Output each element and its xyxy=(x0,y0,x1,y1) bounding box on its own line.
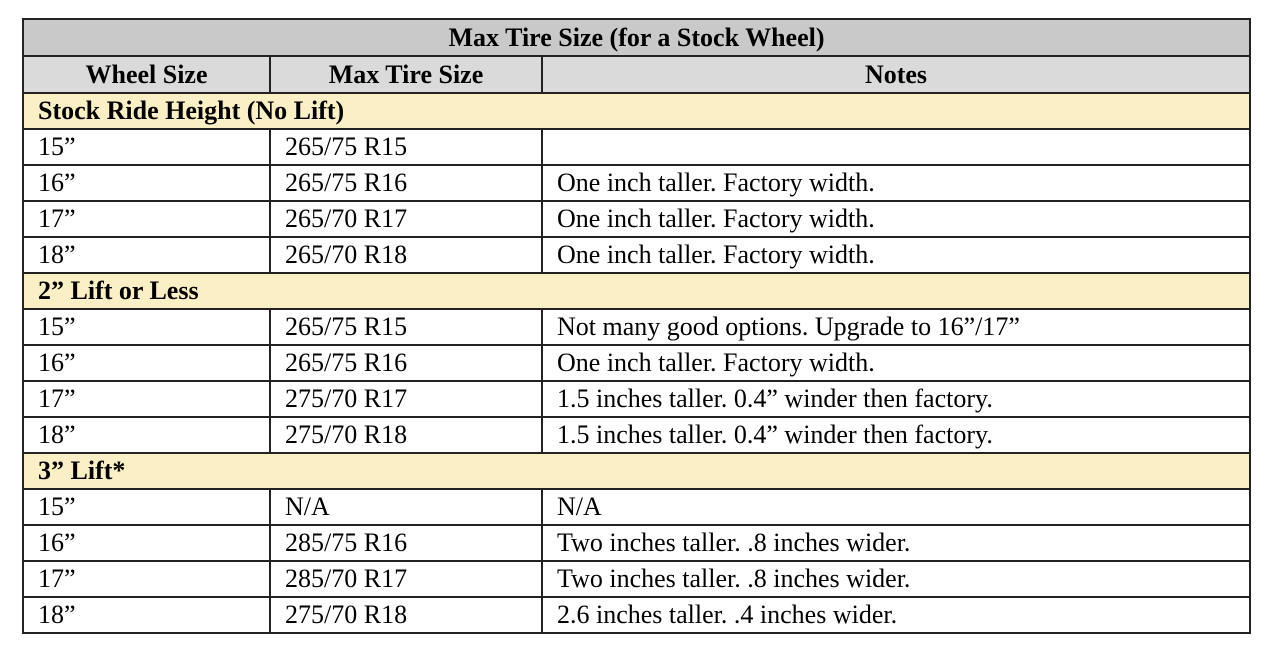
wheel-size-cell: 18” xyxy=(22,236,271,274)
notes-cell: One inch taller. Factory width. xyxy=(541,164,1251,202)
table-row: 15” 265/75 R15 Not many good options. Upgr… xyxy=(22,308,1251,346)
column-header-row: Wheel Size Max Tire Size Notes xyxy=(22,55,1251,94)
table-row: 17” 275/70 R17 1.5 inches taller. 0.4” win… xyxy=(22,380,1251,418)
max-tire-size-cell: 265/75 R15 xyxy=(269,308,543,346)
max-tire-size-table: Max Tire Size (for a Stock Wheel) Wheel … xyxy=(22,18,1251,634)
wheel-size-cell: 16” xyxy=(22,164,271,202)
wheel-size-cell: 15” xyxy=(22,128,271,166)
column-header-notes: Notes xyxy=(541,55,1251,94)
max-tire-size-cell: 265/70 R18 xyxy=(269,236,543,274)
table-body: Stock Ride Height (No Lift) 15” 265/75 R15… xyxy=(22,92,1251,634)
notes-cell: N/A xyxy=(541,488,1251,526)
notes-cell: One inch taller. Factory width. xyxy=(541,344,1251,382)
max-tire-size-cell: 275/70 R17 xyxy=(269,380,543,418)
column-header-wheel-size: Wheel Size xyxy=(22,55,271,94)
table-title: Max Tire Size (for a Stock Wheel) xyxy=(22,18,1251,57)
wheel-size-cell: 15” xyxy=(22,488,271,526)
column-header-max-tire-size: Max Tire Size xyxy=(269,55,543,94)
notes-cell: Two inches taller. .8 inches wider. xyxy=(541,524,1251,562)
table-row: 17” 265/70 R17 One inch taller. Factory wi… xyxy=(22,200,1251,238)
notes-cell: One inch taller. Factory width. xyxy=(541,200,1251,238)
table-row: 15” 265/75 R15 xyxy=(22,128,1251,166)
notes-cell: Not many good options. Upgrade to 16”/17… xyxy=(541,308,1251,346)
notes-cell xyxy=(541,128,1251,166)
max-tire-size-cell: 265/75 R16 xyxy=(269,164,543,202)
notes-cell: Two inches taller. .8 inches wider. xyxy=(541,560,1251,598)
max-tire-size-cell: 285/75 R16 xyxy=(269,524,543,562)
wheel-size-cell: 18” xyxy=(22,416,271,454)
wheel-size-cell: 17” xyxy=(22,560,271,598)
notes-cell: 1.5 inches taller. 0.4” winder then fact… xyxy=(541,416,1251,454)
max-tire-size-cell: 285/70 R17 xyxy=(269,560,543,598)
notes-cell: 2.6 inches taller. .4 inches wider. xyxy=(541,596,1251,634)
notes-cell: One inch taller. Factory width. xyxy=(541,236,1251,274)
table-row: 16” 265/75 R16 One inch taller. Factory wi… xyxy=(22,164,1251,202)
wheel-size-cell: 16” xyxy=(22,524,271,562)
table-row: 18” 275/70 R18 2.6 inches taller. .4 inche… xyxy=(22,596,1251,634)
section-heading-row: 3” Lift* xyxy=(22,452,1251,490)
table-row: 17” 285/70 R17 Two inches taller. .8 inche… xyxy=(22,560,1251,598)
section-heading: 2” Lift or Less xyxy=(22,272,1251,310)
notes-cell: 1.5 inches taller. 0.4” winder then fact… xyxy=(541,380,1251,418)
max-tire-size-cell: 265/75 R16 xyxy=(269,344,543,382)
section-heading-row: 2” Lift or Less xyxy=(22,272,1251,310)
max-tire-size-cell: 265/70 R17 xyxy=(269,200,543,238)
table-row: 15” N/A N/A xyxy=(22,488,1251,526)
table-row: 18” 275/70 R18 1.5 inches taller. 0.4” win… xyxy=(22,416,1251,454)
table-row: 16” 265/75 R16 One inch taller. Factory wi… xyxy=(22,344,1251,382)
wheel-size-cell: 18” xyxy=(22,596,271,634)
section-heading: 3” Lift* xyxy=(22,452,1251,490)
section-heading-row: Stock Ride Height (No Lift) xyxy=(22,92,1251,130)
wheel-size-cell: 17” xyxy=(22,200,271,238)
table-row: 16” 285/75 R16 Two inches taller. .8 inche… xyxy=(22,524,1251,562)
max-tire-size-cell: 275/70 R18 xyxy=(269,596,543,634)
wheel-size-cell: 15” xyxy=(22,308,271,346)
table-row: 18” 265/70 R18 One inch taller. Factory wi… xyxy=(22,236,1251,274)
max-tire-size-cell: 265/75 R15 xyxy=(269,128,543,166)
wheel-size-cell: 17” xyxy=(22,380,271,418)
max-tire-size-cell: N/A xyxy=(269,488,543,526)
max-tire-size-cell: 275/70 R18 xyxy=(269,416,543,454)
section-heading: Stock Ride Height (No Lift) xyxy=(22,92,1251,130)
wheel-size-cell: 16” xyxy=(22,344,271,382)
table-title-row: Max Tire Size (for a Stock Wheel) xyxy=(22,18,1251,57)
